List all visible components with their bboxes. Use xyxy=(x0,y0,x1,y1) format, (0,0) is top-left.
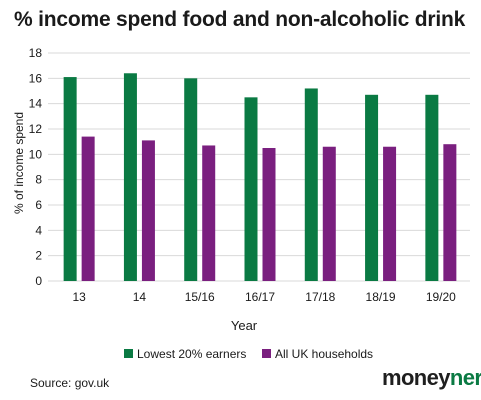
bar-all-uk-18-19 xyxy=(383,146,397,281)
x-tick-label: 17/18 xyxy=(305,290,335,304)
legend-label: Lowest 20% earners xyxy=(137,347,246,361)
x-tick-label: 18/19 xyxy=(366,290,396,304)
bar-all-uk-14 xyxy=(141,140,155,281)
legend-swatch xyxy=(124,349,133,358)
x-axis-label: Year xyxy=(231,318,258,333)
legend: Lowest 20% earners All UK households xyxy=(124,347,373,361)
bar-lowest-20-17-18 xyxy=(304,88,318,281)
bar-all-uk-19-20 xyxy=(443,144,457,281)
bar-lowest-20-14 xyxy=(123,73,137,282)
x-tick-labels: 13 14 15/16 16/17 17/18 18/19 19/20 xyxy=(72,290,456,304)
bar-lowest-20-16-17 xyxy=(244,97,258,281)
bar-lowest-20-13 xyxy=(63,77,77,281)
y-tick-label: 2 xyxy=(35,249,42,263)
y-tick-label: 12 xyxy=(29,122,43,136)
bar-lowest-20-19-20 xyxy=(425,94,439,281)
brand-logo-part2: nerd xyxy=(449,365,481,390)
bar-lowest-20-15-16 xyxy=(184,78,198,281)
bar-all-uk-16-17 xyxy=(262,148,276,281)
chart-title: % income spend food and non-alcoholic dr… xyxy=(14,8,466,31)
y-tick-label: 10 xyxy=(29,147,43,161)
x-tick-label: 14 xyxy=(133,290,147,304)
bar-all-uk-17-18 xyxy=(322,146,336,281)
y-tick-label: 18 xyxy=(29,46,43,60)
bar-lowest-20-18-19 xyxy=(365,94,379,281)
x-tick-label: 15/16 xyxy=(185,290,215,304)
y-tick-labels: 0 2 4 6 8 10 12 14 16 18 xyxy=(29,46,43,288)
y-tick-label: 6 xyxy=(35,198,42,212)
y-tick-label: 16 xyxy=(29,71,43,85)
x-tick-label: 16/17 xyxy=(245,290,275,304)
legend-label: All UK households xyxy=(275,347,373,361)
bar-chart: 0 2 4 6 8 10 12 14 16 18 13 14 15/16 16/17 17/18 18/19… xyxy=(12,46,470,361)
y-tick-label: 14 xyxy=(29,97,43,111)
grid-lines xyxy=(48,52,470,282)
brand-logo: moneynerd xyxy=(382,365,481,391)
y-tick-label: 8 xyxy=(35,173,42,187)
bars xyxy=(63,73,457,282)
y-axis-label: % of income spend xyxy=(12,112,26,214)
y-tick-label: 0 xyxy=(35,274,42,288)
y-tick-label: 4 xyxy=(35,223,42,237)
bar-all-uk-15-16 xyxy=(202,145,216,281)
bar-all-uk-13 xyxy=(81,136,95,281)
source-note: Source: gov.uk xyxy=(30,376,110,390)
brand-logo-part1: money xyxy=(382,365,451,390)
legend-swatch xyxy=(262,349,271,358)
x-tick-label: 13 xyxy=(72,290,86,304)
x-tick-label: 19/20 xyxy=(426,290,456,304)
